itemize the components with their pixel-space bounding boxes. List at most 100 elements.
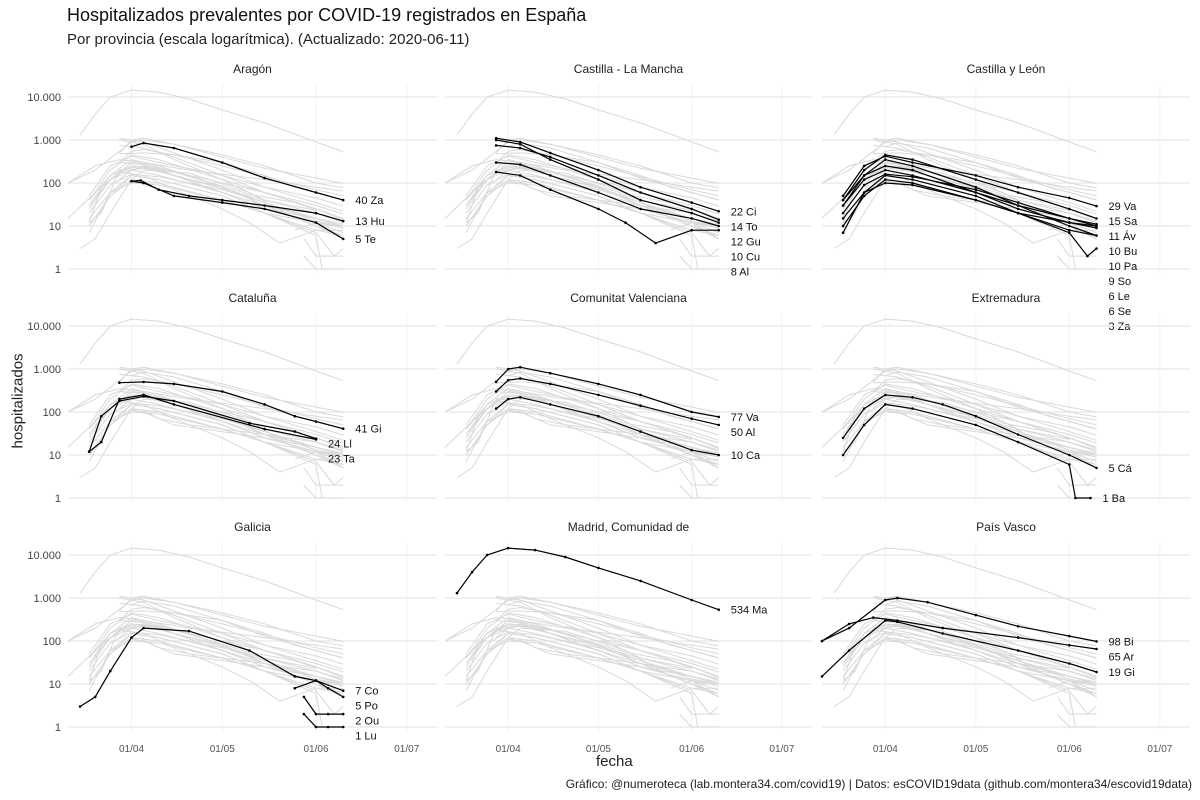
data-point xyxy=(911,181,914,185)
data-point xyxy=(1089,496,1092,500)
data-point xyxy=(911,183,914,187)
data-point xyxy=(847,649,851,652)
data-point xyxy=(78,705,82,708)
context-series-line xyxy=(821,159,1097,192)
context-series-line xyxy=(465,408,719,465)
series-line xyxy=(842,173,1097,227)
y-tick-label: 1.000 xyxy=(33,364,61,376)
data-point xyxy=(974,423,978,427)
data-point xyxy=(1068,643,1071,647)
data-point xyxy=(1068,231,1071,234)
data-point xyxy=(118,397,121,401)
panel-title: Cataluña xyxy=(228,291,276,305)
data-point xyxy=(549,155,552,159)
context-series-line xyxy=(88,394,344,458)
data-point xyxy=(974,178,978,181)
data-point xyxy=(263,403,266,406)
data-point xyxy=(639,393,642,397)
data-point xyxy=(118,381,121,385)
data-point xyxy=(862,174,866,177)
context-series-line xyxy=(88,623,344,687)
data-point xyxy=(639,185,642,189)
context-series-line xyxy=(88,383,344,448)
data-point xyxy=(248,649,251,652)
data-point xyxy=(326,712,330,716)
context-series-line xyxy=(79,89,344,153)
data-point xyxy=(533,548,537,552)
context-series-line xyxy=(88,394,317,452)
series-end-label: 29 Va xyxy=(1108,201,1137,213)
context-series-line xyxy=(1056,696,1097,715)
data-point xyxy=(896,596,899,600)
context-series-line xyxy=(872,396,1097,456)
data-point xyxy=(862,164,866,168)
data-point xyxy=(1016,201,1020,204)
data-point xyxy=(518,142,522,146)
data-point xyxy=(187,194,191,198)
data-point xyxy=(597,382,600,386)
data-point xyxy=(518,174,522,177)
context-series-line xyxy=(88,174,338,270)
y-tick-label: 1 xyxy=(55,264,61,276)
data-point xyxy=(884,168,887,172)
context-series-line xyxy=(444,161,719,219)
data-point xyxy=(690,207,693,211)
context-series-line xyxy=(465,155,719,207)
context-series-line xyxy=(872,137,1097,189)
context-series-line xyxy=(1048,680,1097,698)
data-point xyxy=(314,191,318,194)
series-line xyxy=(131,180,344,240)
context-series-line xyxy=(456,627,719,707)
data-point xyxy=(884,181,887,185)
data-point xyxy=(221,198,224,202)
data-point xyxy=(717,228,720,232)
series-end-label: 534 Ma xyxy=(731,605,769,617)
context-series-line xyxy=(465,383,719,448)
context-series-line xyxy=(821,368,1097,413)
data-point xyxy=(172,194,176,198)
data-point xyxy=(862,407,866,410)
data-point xyxy=(1016,636,1020,639)
context-series-line xyxy=(119,366,344,441)
data-point xyxy=(690,598,693,602)
series-line xyxy=(842,165,1097,229)
context-series-line xyxy=(508,179,719,222)
data-point xyxy=(314,211,318,215)
series-end-label: 2 Ou xyxy=(355,716,379,728)
data-point xyxy=(1068,453,1071,457)
context-series-line xyxy=(496,595,719,670)
series-end-label: 1 Ba xyxy=(1102,493,1126,505)
context-series-line xyxy=(495,625,719,685)
x-tick-label: 01/06 xyxy=(1057,744,1082,755)
data-point xyxy=(172,399,176,403)
context-series-line xyxy=(670,451,719,469)
data-point xyxy=(93,695,97,699)
data-point xyxy=(494,170,498,174)
data-point xyxy=(911,396,914,399)
context-series-line xyxy=(1056,484,1097,499)
x-tick-label: 01/07 xyxy=(394,744,419,755)
series-end-label: 22 Ci xyxy=(731,206,757,218)
data-point xyxy=(1095,226,1098,230)
data-point xyxy=(717,423,720,427)
context-series-line xyxy=(465,623,719,687)
data-point xyxy=(597,178,600,181)
data-point xyxy=(911,158,914,161)
context-series-line xyxy=(679,713,719,728)
x-tick-label: 01/04 xyxy=(119,744,144,755)
context-series-line xyxy=(885,637,1097,680)
context-series-line xyxy=(88,612,344,677)
data-point xyxy=(1068,463,1071,466)
context-series-line xyxy=(1048,451,1097,469)
context-series-line xyxy=(495,595,719,647)
data-point xyxy=(293,686,297,690)
panel-title: Madrid, Comunidad de xyxy=(568,520,690,534)
panel-title: País Vasco xyxy=(976,520,1036,534)
context-series-line xyxy=(885,179,1097,222)
data-point xyxy=(293,414,297,418)
context-series-line xyxy=(679,484,719,499)
data-point xyxy=(941,632,944,635)
data-point xyxy=(221,390,224,393)
context-series-line xyxy=(456,89,719,153)
data-point xyxy=(314,712,318,716)
